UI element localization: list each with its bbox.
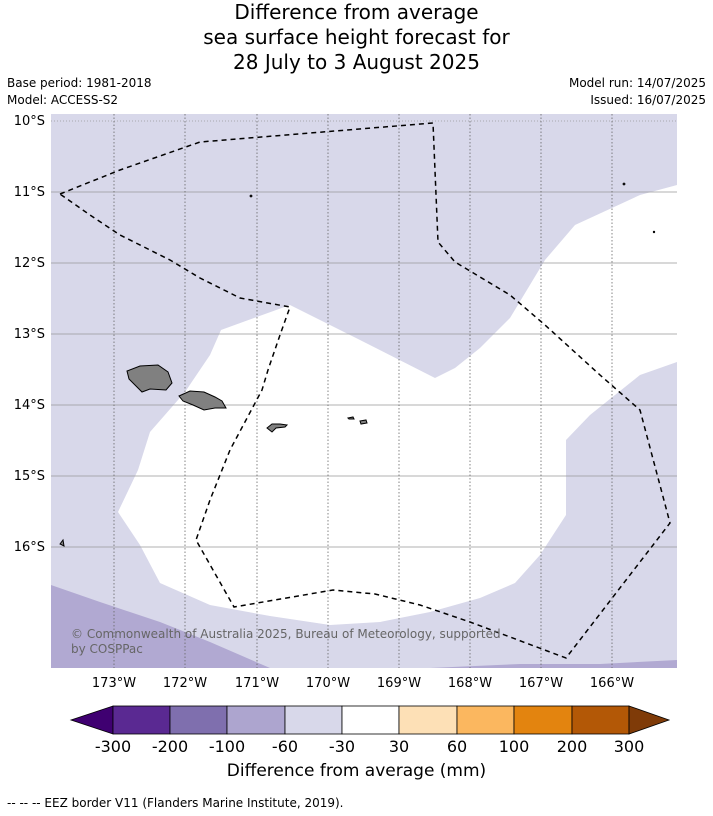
islands xyxy=(59,182,656,547)
colorbar-tick-minus100: -100 xyxy=(209,737,245,756)
lon-labels: 173°W 172°W 171°W 170°W 169°W 168°W 167°… xyxy=(92,676,634,691)
colorbar-ticks: -300 -200 -100 -60 -30 30 60 100 200 300 xyxy=(95,737,644,756)
lat-label-11s: 11°S xyxy=(14,185,45,200)
copyright-line-1: © Commonwealth of Australia 2025, Bureau… xyxy=(71,627,501,641)
eez-legend-note: -- -- -- EEZ border V11 (Flanders Marine… xyxy=(7,796,344,810)
colorbar xyxy=(69,705,671,735)
colorbar-tick-minus200: -200 xyxy=(152,737,188,756)
title-line-1: Difference from average xyxy=(234,0,479,24)
lon-label-173w: 173°W xyxy=(92,676,136,691)
colorbar-bin-9 xyxy=(571,705,630,735)
colorbar-tick-minus60: -60 xyxy=(272,737,298,756)
colorbar-bin-1 xyxy=(112,705,171,735)
graticule xyxy=(51,120,677,548)
copyright-line-2: by COSPPac xyxy=(71,642,143,656)
lat-label-13s: 13°S xyxy=(14,327,45,342)
sea-level-map: © Commonwealth of Australia 2025, Bureau… xyxy=(14,114,677,756)
issued-date: Issued: 16/07/2025 xyxy=(590,93,706,107)
islet-swains xyxy=(249,194,253,198)
colorbar-arrow-high xyxy=(628,705,671,735)
eez-samoa xyxy=(59,122,671,659)
lat-label-15s: 15°S xyxy=(14,469,45,484)
lon-label-170w: 170°W xyxy=(306,676,350,691)
colorbar-bin-2 xyxy=(169,705,228,735)
colorbar-tick-minus300: -300 xyxy=(95,737,131,756)
island-manua-2 xyxy=(359,419,368,425)
island-tutuila xyxy=(266,423,289,433)
lat-label-12s: 12°S xyxy=(14,256,45,271)
meridians xyxy=(113,114,613,668)
band-minus100-minus60-east xyxy=(430,660,677,668)
lon-label-168w: 168°W xyxy=(448,676,492,691)
title-line-2: sea surface height forecast for xyxy=(203,25,510,49)
colorbar-title: Difference from average (mm) xyxy=(226,761,487,781)
islet-ne-1 xyxy=(622,182,626,186)
eez-borders xyxy=(59,122,671,659)
colorbar-tick-300: 300 xyxy=(614,737,645,756)
island-savaii xyxy=(126,364,173,393)
islet-ne-2 xyxy=(652,230,656,234)
lon-label-166w: 166°W xyxy=(590,676,634,691)
colorbar-tick-100: 100 xyxy=(499,737,530,756)
lon-label-169w: 169°W xyxy=(377,676,421,691)
lat-label-14s: 14°S xyxy=(14,398,45,413)
colorbar-arrow-low xyxy=(69,705,114,735)
colorbar-bin-7 xyxy=(456,705,515,735)
map-title: Difference from average sea surface heig… xyxy=(0,0,713,75)
meta-right: Model run: 14/07/2025 Issued: 16/07/2025 xyxy=(569,75,706,109)
colorbar-bin-3 xyxy=(226,705,286,735)
band-minus100-minus60 xyxy=(51,585,270,668)
model-name: Model: ACCESS-S2 xyxy=(7,93,119,107)
colorbar-bin-8 xyxy=(513,705,573,735)
colorbar-tick-60: 60 xyxy=(447,737,467,756)
lon-label-167w: 167°W xyxy=(519,676,563,691)
colorbar-tick-minus30: -30 xyxy=(329,737,355,756)
lon-label-171w: 171°W xyxy=(235,676,279,691)
island-manua-1 xyxy=(346,416,355,420)
island-upolu xyxy=(178,390,227,411)
colorbar-tick-30: 30 xyxy=(389,737,409,756)
lat-label-10s: 10°S xyxy=(14,114,45,129)
model-run: Model run: 14/07/2025 xyxy=(568,76,706,90)
colorbar-bin-5 xyxy=(341,705,400,735)
title-line-3: 28 July to 3 August 2025 xyxy=(233,50,480,74)
lat-label-16s: 16°S xyxy=(14,540,45,555)
lon-label-172w: 172°W xyxy=(163,676,207,691)
colorbar-tick-200: 200 xyxy=(557,737,588,756)
lat-labels: 10°S 11°S 12°S 13°S 14°S 15°S 16°S xyxy=(14,114,45,555)
base-period: Base period: 1981-2018 xyxy=(7,76,152,90)
colorbar-bin-4 xyxy=(284,705,343,735)
islet-west xyxy=(59,538,65,547)
meta-left: Base period: 1981-2018 Model: ACCESS-S2 xyxy=(7,75,152,109)
colorbar-bin-6 xyxy=(398,705,458,735)
